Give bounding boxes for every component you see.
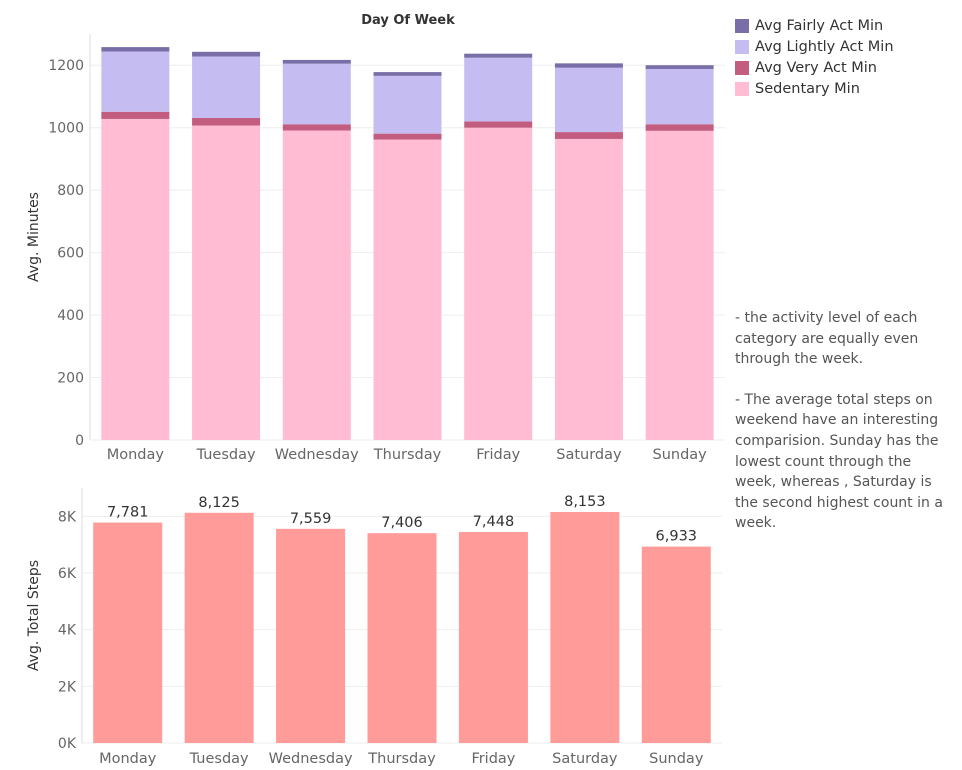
annotation-text: - the activity level of each category ar… — [735, 308, 950, 554]
data-label: 7,559 — [290, 511, 332, 527]
x-tick-label: Monday — [99, 751, 157, 767]
x-tick-label: Thursday — [373, 447, 442, 463]
annotation-paragraph: - The average total steps on weekend hav… — [735, 391, 943, 532]
data-label: 8,153 — [564, 494, 606, 510]
y-tick-label: 1000 — [48, 121, 84, 137]
bar-segment — [645, 65, 714, 69]
bar — [641, 546, 711, 743]
bar-segment — [554, 138, 623, 441]
bar-segment — [282, 59, 351, 64]
bar-segment — [554, 67, 623, 133]
x-tick-label: Friday — [476, 447, 520, 463]
x-tick-label: Tuesday — [189, 751, 249, 767]
legend-swatch — [735, 39, 749, 54]
legend-label: Avg Lightly Act Min — [755, 38, 894, 55]
y-tick-label: 600 — [57, 246, 84, 262]
x-tick-label: Thursday — [367, 751, 436, 767]
x-tick-label: Friday — [471, 751, 515, 767]
legend-swatch — [735, 60, 749, 75]
annotation-paragraph: - the activity level of each category ar… — [735, 310, 919, 368]
bar — [276, 528, 346, 743]
data-label: 8,125 — [198, 495, 240, 511]
data-label: 7,781 — [107, 505, 149, 521]
legend-label: Avg Very Act Min — [755, 59, 877, 76]
legend-label: Avg Fairly Act Min — [755, 17, 884, 34]
y-tick-label: 8K — [58, 509, 77, 525]
y-tick-label: 800 — [57, 183, 84, 199]
chart-title: Day Of Week — [361, 13, 455, 28]
bar — [93, 522, 163, 743]
legend-item-sedentary[interactable]: Sedentary Min — [735, 78, 894, 99]
legend-item-fairly-active[interactable]: Avg Fairly Act Min — [735, 15, 894, 36]
x-tick-label: Wednesday — [275, 447, 359, 463]
y-tick-label: 0K — [58, 736, 77, 752]
bar — [550, 511, 620, 743]
bar-segment — [645, 68, 714, 125]
y-tick-label: 4K — [58, 623, 77, 639]
data-label: 7,406 — [381, 515, 423, 531]
x-tick-label: Sunday — [649, 751, 704, 767]
bar-segment — [192, 118, 261, 126]
y-tick-label: 200 — [57, 371, 84, 387]
legend-item-very-active[interactable]: Avg Very Act Min — [735, 57, 894, 78]
y-tick-label: 400 — [57, 308, 84, 324]
y-tick-label: 2K — [58, 679, 77, 695]
bar-segment — [192, 56, 261, 119]
bar — [367, 533, 437, 743]
bar-segment — [373, 72, 442, 76]
legend-label: Sedentary Min — [755, 80, 860, 97]
bar-segment — [101, 47, 170, 52]
y-tick-label: 1200 — [48, 58, 84, 74]
bar-segment — [554, 63, 623, 68]
x-tick-label: Saturday — [556, 447, 622, 463]
bar-segment — [282, 130, 351, 440]
bar-segment — [282, 124, 351, 131]
legend-swatch — [735, 81, 749, 96]
y-axis-label: Avg. Minutes — [26, 192, 42, 282]
x-tick-label: Tuesday — [196, 447, 256, 463]
bar-segment — [101, 118, 170, 440]
bar — [458, 531, 528, 743]
x-tick-label: Sunday — [653, 447, 708, 463]
bar-segment — [464, 121, 533, 128]
bar-segment — [192, 125, 261, 440]
bar — [184, 512, 254, 743]
legend-swatch — [735, 18, 749, 33]
data-label: 6,933 — [656, 529, 698, 545]
bar-segment — [645, 124, 714, 131]
bar-segment — [192, 51, 261, 57]
bar-segment — [373, 139, 442, 440]
legend-item-lightly-active[interactable]: Avg Lightly Act Min — [735, 36, 894, 57]
y-tick-label: 0 — [75, 433, 84, 449]
bar-segment — [464, 57, 533, 122]
bar-segment — [282, 63, 351, 125]
bar-segment — [464, 127, 533, 440]
x-tick-label: Monday — [107, 447, 165, 463]
bar-segment — [554, 132, 623, 139]
bar-segment — [101, 51, 170, 112]
bar-segment — [464, 53, 533, 58]
bar-segment — [645, 130, 714, 441]
bar-segment — [373, 133, 442, 140]
bar-segment — [373, 75, 442, 134]
y-axis-label: Avg. Total Steps — [26, 560, 42, 671]
data-label: 7,448 — [473, 514, 515, 530]
x-tick-label: Wednesday — [269, 751, 353, 767]
x-tick-label: Saturday — [552, 751, 618, 767]
bar-segment — [101, 111, 170, 119]
chart-legend: Avg Fairly Act Min Avg Lightly Act Min A… — [735, 15, 894, 99]
y-tick-label: 6K — [58, 566, 77, 582]
